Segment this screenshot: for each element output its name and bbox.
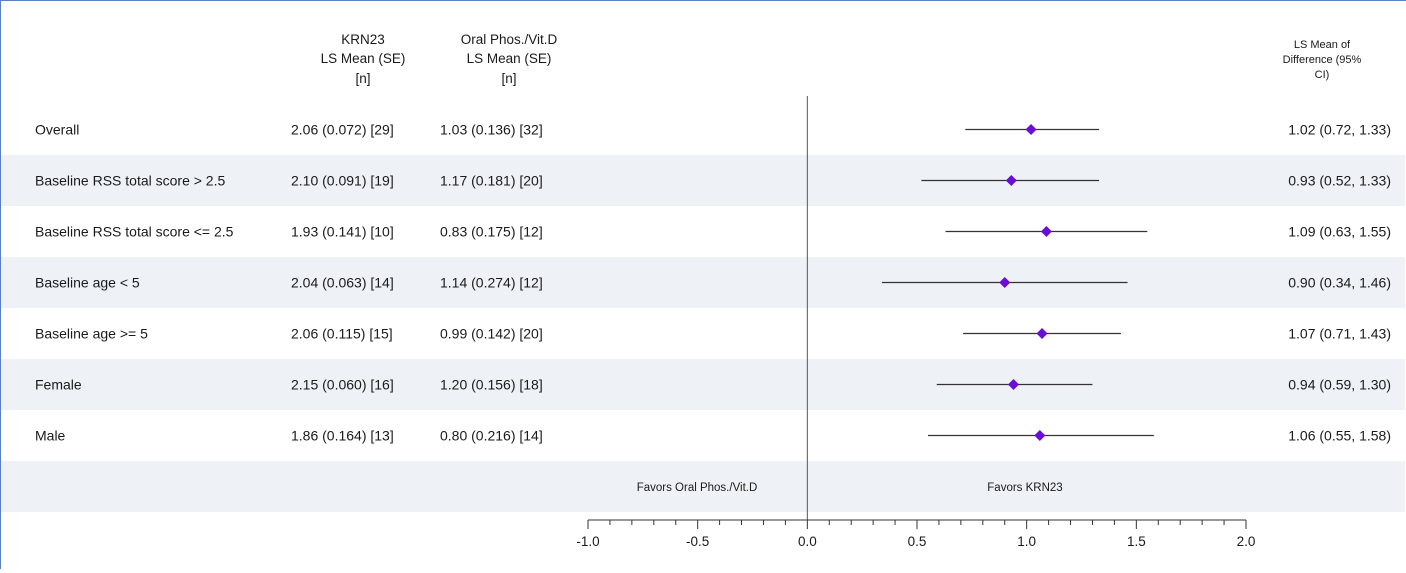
row-krn23-value: 2.06 (0.115) [15]	[291, 326, 393, 342]
row-difference-value: 0.90 (0.34, 1.46)	[1288, 275, 1391, 291]
estimate-marker	[999, 277, 1011, 288]
forest-row: Baseline RSS total score <= 2.5 1.93 (0.1…	[35, 224, 1391, 240]
forest-row: Male 1.86 (0.164) [13] 0.80 (0.216) [14] 1.…	[35, 428, 1391, 444]
favors-left-label: Favors Oral Phos./Vit.D	[637, 482, 758, 494]
header-krn23-line1: KRN23	[341, 32, 385, 47]
row-label: Baseline RSS total score > 2.5	[35, 173, 225, 189]
x-tick-label: 1.0	[1017, 534, 1036, 549]
header-oral-line3: [n]	[501, 71, 516, 86]
header-diff-line3: CI)	[1315, 69, 1330, 81]
x-tick-label: -1.0	[576, 534, 599, 549]
x-tick-label: 0.0	[798, 534, 817, 549]
x-tick-label: 2.0	[1237, 534, 1256, 549]
estimate-marker	[1040, 226, 1052, 237]
data-rows: Overall 2.06 (0.072) [29] 1.03 (0.136) [32…	[35, 122, 1391, 444]
row-krn23-value: 2.06 (0.072) [29]	[291, 122, 394, 138]
forest-row: Baseline age < 5 2.04 (0.063) [14] 1.14 (0…	[35, 275, 1391, 291]
row-stripe	[1, 359, 1405, 410]
estimate-marker	[1034, 430, 1046, 441]
estimate-marker	[1008, 379, 1020, 390]
row-krn23-value: 1.93 (0.141) [10]	[291, 224, 394, 240]
x-tick-label: 0.5	[908, 534, 927, 549]
row-label: Baseline age >= 5	[35, 326, 148, 342]
row-difference-value: 1.06 (0.55, 1.58)	[1288, 428, 1391, 444]
row-oral-value: 1.17 (0.181) [20]	[440, 173, 543, 189]
row-oral-value: 0.83 (0.175) [12]	[440, 224, 543, 240]
row-oral-value: 1.20 (0.156) [18]	[440, 377, 543, 393]
header-krn23: KRN23 LS Mean (SE) [n]	[321, 32, 406, 86]
row-krn23-value: 2.04 (0.063) [14]	[291, 275, 394, 291]
row-oral-value: 0.99 (0.142) [20]	[440, 326, 543, 342]
estimate-marker	[1036, 328, 1048, 339]
row-difference-value: 1.02 (0.72, 1.33)	[1288, 122, 1391, 138]
x-tick-label: 1.5	[1127, 534, 1146, 549]
row-difference-value: 1.09 (0.63, 1.55)	[1288, 224, 1391, 240]
row-stripe	[1, 155, 1405, 206]
row-oral-value: 1.03 (0.136) [32]	[440, 122, 543, 138]
row-oral-value: 0.80 (0.216) [14]	[440, 428, 543, 444]
header-difference: LS Mean of Difference (95% CI)	[1283, 39, 1362, 81]
row-label: Male	[35, 428, 66, 444]
favors-right-label: Favors KRN23	[987, 482, 1062, 494]
row-oral-value: 1.14 (0.274) [12]	[440, 275, 543, 291]
row-difference-value: 1.07 (0.71, 1.43)	[1288, 326, 1391, 342]
row-krn23-value: 2.15 (0.060) [16]	[291, 377, 394, 393]
header-diff-line1: LS Mean of	[1294, 39, 1351, 51]
row-label: Baseline age < 5	[35, 275, 140, 291]
estimate-marker	[1005, 175, 1017, 186]
forest-row: Baseline age >= 5 2.06 (0.115) [15] 0.99 (…	[35, 326, 1391, 342]
row-krn23-value: 1.86 (0.164) [13]	[291, 428, 394, 444]
header-oral-line1: Oral Phos./Vit.D	[461, 32, 558, 47]
forest-row: Baseline RSS total score > 2.5 2.10 (0.09…	[35, 173, 1391, 189]
row-krn23-value: 2.10 (0.091) [19]	[291, 173, 394, 189]
row-label: Overall	[35, 122, 79, 138]
estimate-marker	[1025, 124, 1037, 135]
header-oral: Oral Phos./Vit.D LS Mean (SE) [n]	[461, 32, 558, 86]
header-krn23-line3: [n]	[355, 71, 370, 86]
row-difference-value: 0.94 (0.59, 1.30)	[1288, 377, 1391, 393]
row-stripes	[1, 155, 1405, 512]
row-stripe	[1, 257, 1405, 308]
row-label: Baseline RSS total score <= 2.5	[35, 224, 234, 240]
forest-row: Female 2.15 (0.060) [16] 1.20 (0.156) [18]…	[35, 377, 1391, 393]
header-diff-line2: Difference (95%	[1283, 54, 1362, 66]
x-axis: -1.0 -0.5 0.0 0.5 1.0 1.5 2.0	[576, 519, 1256, 549]
header-krn23-line2: LS Mean (SE)	[321, 51, 406, 66]
row-label: Female	[35, 377, 82, 393]
forest-row: Overall 2.06 (0.072) [29] 1.03 (0.136) [32…	[35, 122, 1391, 138]
row-difference-value: 0.93 (0.52, 1.33)	[1288, 173, 1391, 189]
x-tick-label: -0.5	[686, 534, 709, 549]
header-oral-line2: LS Mean (SE)	[467, 51, 552, 66]
row-stripe	[1, 461, 1405, 512]
